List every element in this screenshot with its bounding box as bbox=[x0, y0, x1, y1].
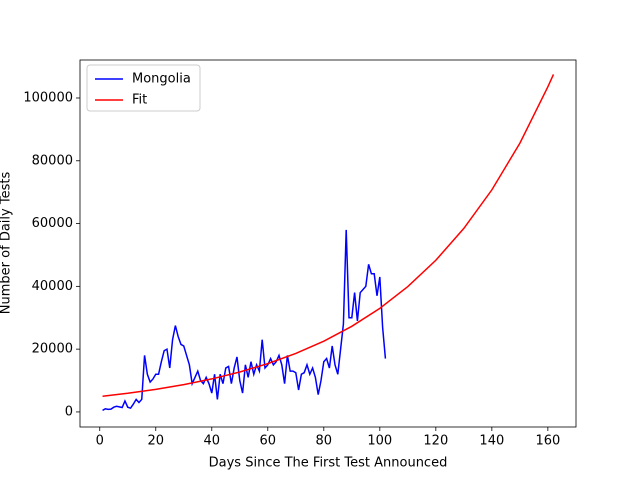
plot-frame bbox=[79, 59, 577, 428]
x-tick-label: 40 bbox=[203, 434, 220, 449]
y-tick-label: 40000 bbox=[32, 279, 73, 294]
y-tick-label: 80000 bbox=[32, 153, 73, 168]
x-axis-label: Days Since The First Test Announced bbox=[209, 456, 448, 471]
x-tick-label: 0 bbox=[96, 434, 104, 449]
y-tick-label: 20000 bbox=[32, 342, 73, 357]
x-tick-label: 120 bbox=[423, 434, 448, 449]
x-tick-label: 100 bbox=[367, 434, 392, 449]
series-line bbox=[102, 74, 555, 397]
x-tick-label: 80 bbox=[316, 434, 333, 449]
y-tick-label: 0 bbox=[65, 404, 73, 419]
y-axis-label: Number of Daily Tests bbox=[0, 172, 14, 315]
x-tick-label: 160 bbox=[535, 434, 560, 449]
legend-label: Mongolia bbox=[132, 72, 191, 87]
y-tick-label: 60000 bbox=[32, 216, 73, 231]
x-tick-label: 60 bbox=[260, 434, 277, 449]
legend-label: Fit bbox=[132, 93, 147, 108]
x-tick-label: 20 bbox=[147, 434, 164, 449]
y-tick-label: 100000 bbox=[23, 90, 73, 105]
series-line bbox=[102, 229, 387, 412]
x-tick-label: 140 bbox=[479, 434, 504, 449]
